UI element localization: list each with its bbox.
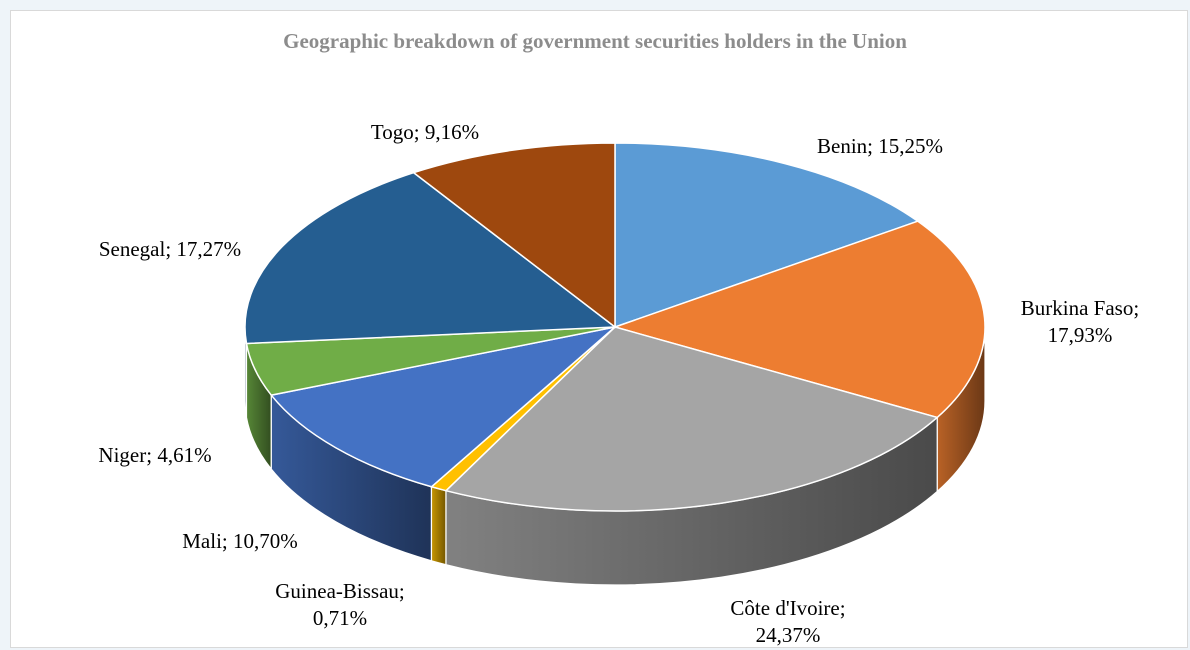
pie-slice-senegal: [244, 171, 618, 345]
data-label-burkina-faso: Burkina Faso; 17,93%: [1021, 296, 1139, 347]
data-label-c-te-d-ivoire: Côte d'Ivoire; 24,37%: [730, 596, 845, 647]
data-label-niger: Niger; 4,61%: [98, 443, 211, 467]
pie-side-walls: [244, 326, 986, 586]
pie-side-guinea-bissau: [430, 485, 447, 566]
data-label-mali: Mali; 10,70%: [182, 529, 298, 553]
data-label-benin: Benin; 15,25%: [817, 134, 943, 158]
pie-slice-togo: [412, 142, 616, 329]
data-label-guinea-bissau: Guinea-Bissau; 0,71%: [275, 579, 404, 630]
pie-slice-burkina-faso: [612, 220, 986, 419]
pie-slices: [244, 142, 986, 512]
pie-slice-benin: [614, 142, 920, 329]
data-label-senegal: Senegal; 17,27%: [99, 237, 241, 261]
data-label-togo: Togo; 9,16%: [371, 120, 479, 144]
pie-slice-c-te-d-ivoire: [444, 326, 939, 512]
data-labels: Benin; 15,25% Burkina Faso; 17,93% Côte d'I…: [98, 120, 1139, 647]
chart-title: Geographic breakdown of government secur…: [283, 29, 907, 53]
pie-slice-mali: [269, 325, 618, 488]
